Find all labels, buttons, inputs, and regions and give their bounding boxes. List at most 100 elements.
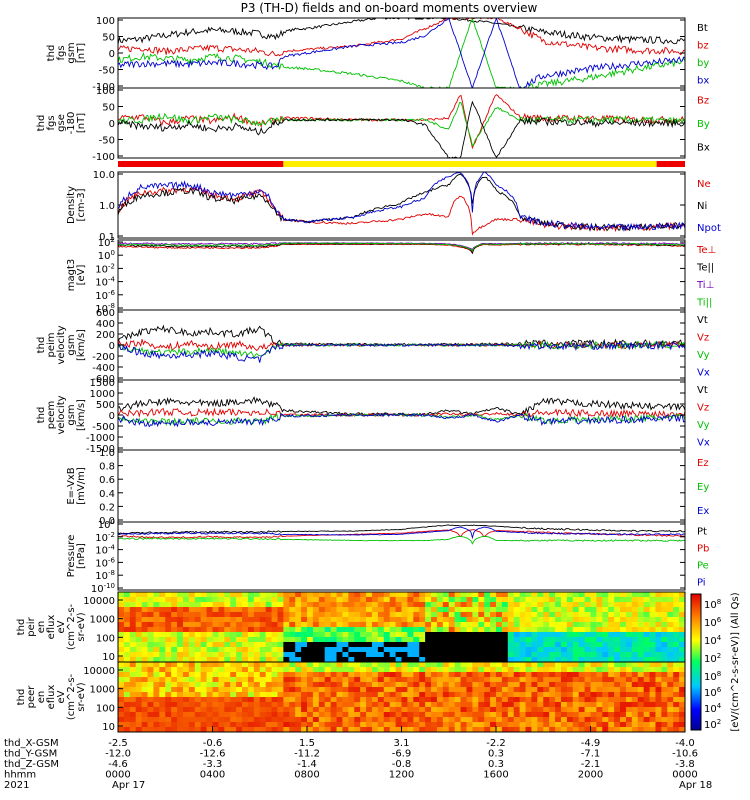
spectrogram-cell	[631, 632, 639, 638]
spectrogram-cell	[431, 597, 438, 603]
spectrogram-cell	[484, 617, 491, 623]
spectrogram-cell	[560, 677, 568, 683]
spectrogram-cell	[543, 657, 550, 663]
spectrogram-cell	[147, 662, 154, 668]
y-tick-label: -100	[92, 82, 115, 93]
y-tick-label: -500	[92, 422, 115, 433]
spectrogram-cell	[295, 612, 302, 618]
spectrogram-cell	[253, 632, 261, 638]
spectrogram-cell	[637, 612, 645, 618]
spectrogram-cell	[371, 602, 379, 608]
legend-entry: Ni	[697, 201, 707, 212]
spectrogram-cell	[247, 712, 255, 718]
spectrogram-cell	[141, 692, 149, 698]
spectrogram-cell	[625, 627, 633, 633]
spectrogram-cell	[496, 722, 503, 728]
spectrogram-cell	[560, 697, 568, 703]
spectrogram-cell	[560, 702, 568, 708]
spectrogram-cell	[218, 697, 225, 703]
spectrogram-cell	[200, 702, 208, 708]
spectrogram-cell	[578, 652, 586, 658]
spectrogram-cell	[620, 592, 627, 598]
spectrogram-cell	[431, 647, 438, 653]
spectrogram-cell	[679, 632, 686, 638]
spectrogram-cell	[354, 682, 361, 688]
spectrogram-cell	[312, 602, 320, 608]
spectrogram-cell	[188, 637, 196, 643]
spectrogram-cell	[448, 687, 456, 693]
spectrogram-cell	[614, 722, 621, 728]
spectrogram-cell	[625, 662, 633, 668]
spectrogram-cell	[472, 712, 479, 718]
spectrogram-cell	[230, 722, 237, 728]
spectrogram-cell	[419, 627, 426, 633]
spectrogram-cell	[301, 707, 308, 713]
spectrogram-cell	[631, 727, 639, 733]
spectrogram-cell	[330, 702, 338, 708]
spectrogram-cell	[330, 722, 338, 728]
spectrogram-cell	[312, 622, 320, 628]
spectrogram-cell	[537, 712, 544, 718]
spectrogram-cell	[667, 667, 674, 673]
spectrogram-cell	[513, 607, 521, 613]
spectrogram-cell	[673, 617, 680, 623]
spectrogram-cell	[454, 702, 462, 708]
spectrogram-cell	[655, 627, 662, 633]
spectrogram-cell	[590, 607, 597, 613]
spectrogram-cell	[253, 592, 261, 598]
spectrogram-cell	[602, 697, 609, 703]
ephemeris-value: 3.1	[394, 738, 410, 749]
spectrogram-cell	[466, 722, 473, 728]
colorbar-tick: 108	[704, 670, 721, 683]
spectrogram-cell	[247, 627, 255, 633]
spectrogram-cell	[407, 652, 414, 658]
spectrogram-cell	[360, 722, 367, 728]
spectrogram-cell	[637, 717, 645, 723]
spectrogram-cell	[413, 687, 420, 693]
spectrogram-cell	[247, 722, 255, 728]
spectrogram-cell	[230, 592, 237, 598]
spectrogram-cell	[177, 687, 184, 693]
spectrogram-cell	[543, 697, 550, 703]
spectrogram-cell	[673, 672, 680, 678]
spectrogram-cell	[413, 722, 420, 728]
spectrogram-cell	[431, 672, 438, 678]
spectrogram-cell	[330, 602, 338, 608]
spectrogram-cell	[590, 647, 597, 653]
spectrogram-cell	[318, 717, 326, 723]
legend-entry: Ex	[697, 506, 709, 517]
spectrogram-cell	[395, 622, 402, 628]
spectrogram-cell	[159, 702, 166, 708]
spectrogram-cell	[531, 727, 538, 733]
spectrogram-cell	[283, 637, 290, 643]
spectrogram-cell	[501, 617, 509, 623]
spectrogram-cell	[501, 717, 509, 723]
spectrogram-cell	[490, 612, 497, 618]
spectrogram-cell	[242, 692, 249, 698]
spectrogram-cell	[165, 652, 172, 658]
spectrogram-cell	[602, 717, 609, 723]
spectrogram-cell	[118, 712, 125, 718]
spectrogram-cell	[614, 707, 621, 713]
spectrogram-cell	[324, 637, 332, 643]
spectrogram-cell	[590, 597, 597, 603]
spectrogram-cell	[271, 647, 278, 653]
spectrogram-cell	[513, 672, 521, 678]
spectrogram-cell	[442, 662, 450, 668]
spectrogram-cell	[478, 682, 485, 688]
y-tick-label: 10000	[83, 666, 115, 677]
spectrogram-cell	[673, 712, 680, 718]
spectrogram-cell	[395, 667, 402, 673]
spectrogram-cell	[171, 727, 178, 733]
spectrogram-cell	[673, 642, 680, 648]
colorbar-gradient	[690, 593, 702, 731]
spectrogram-cell	[212, 682, 219, 688]
spectrogram-cell	[413, 697, 420, 703]
spectrogram-cell	[265, 607, 273, 613]
spectrogram-cell	[525, 607, 532, 613]
spectrogram-cell	[566, 647, 574, 653]
spectrogram-cell	[555, 612, 562, 618]
spectrogram-cell	[383, 682, 391, 688]
spectrogram-cell	[513, 662, 521, 668]
spectrogram-cell	[330, 617, 338, 623]
